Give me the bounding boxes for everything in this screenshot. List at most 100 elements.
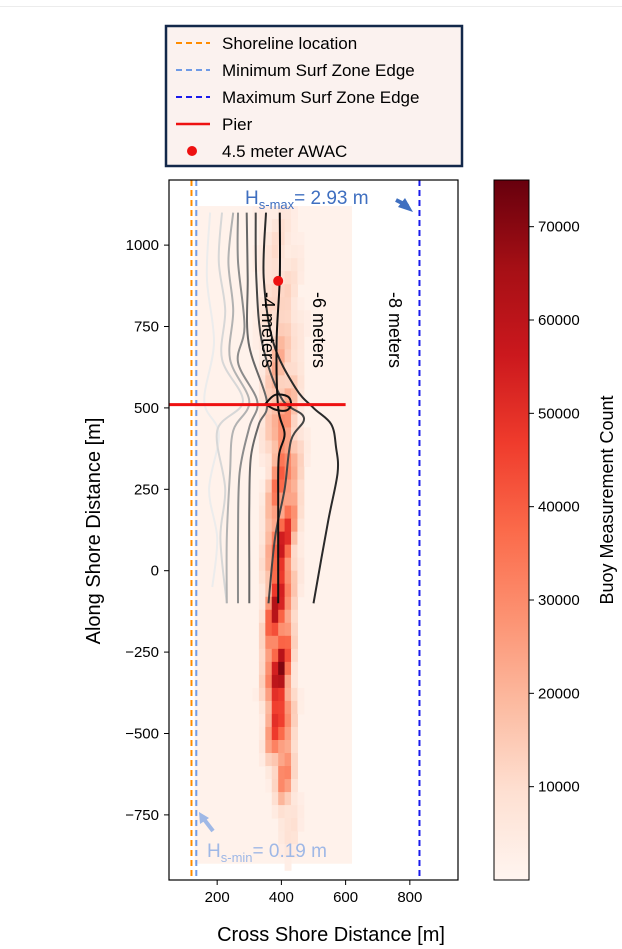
heatmap-cell: [271, 427, 279, 441]
heatmap-cell: [297, 544, 305, 559]
heatmap-cell: [278, 700, 286, 715]
hs-min-arrow-head: [199, 812, 209, 824]
heatmap-cell: [265, 375, 273, 389]
colorbar-tick-label: 50000: [538, 405, 580, 422]
heatmap-cell: [271, 622, 279, 637]
heatmap-cell: [271, 323, 279, 337]
heatmap-cell: [265, 258, 273, 272]
heatmap-cell: [291, 713, 298, 728]
heatmap-cell: [258, 492, 266, 507]
heatmap-cell: [271, 570, 279, 585]
heatmap-cell: [291, 284, 298, 298]
heatmap-cell: [265, 271, 273, 285]
heatmap-cell: [258, 596, 266, 611]
heatmap-cell: [265, 336, 273, 350]
heatmap-cell: [291, 831, 298, 845]
y-axis: 1000 750 500 250 0 −250 −500 −750: [125, 237, 169, 824]
heatmap-cell: [278, 349, 286, 363]
heatmap-cell: [265, 505, 273, 520]
contour-label-6m: -6 meters: [309, 292, 329, 368]
x-tick-label: 600: [333, 889, 358, 906]
heatmap-cell: [278, 726, 286, 741]
heatmap-cell: [265, 401, 273, 415]
heatmap-cell: [297, 440, 305, 454]
colorbar-tick-label: 30000: [538, 592, 580, 609]
colorbar-tick-label: 10000: [538, 779, 580, 796]
heatmap-cell: [284, 661, 292, 676]
colorbar-tick-label: 20000: [538, 685, 580, 702]
heatmap-cell: [278, 531, 286, 546]
heatmap-cell: [291, 805, 298, 819]
heatmap-cell: [284, 440, 292, 454]
plot-area: [168, 179, 459, 881]
y-tick-label: 1000: [126, 237, 159, 254]
heatmap-cell: [271, 726, 279, 741]
heatmap-cell: [291, 622, 298, 637]
heatmap-cell: [278, 206, 286, 220]
heatmap-cell: [284, 687, 292, 702]
heatmap-cell: [284, 674, 292, 689]
heatmap-cell: [271, 258, 279, 272]
heatmap-cell: [278, 232, 286, 246]
heatmap-cell: [291, 297, 298, 311]
heatmap-cell: [284, 362, 292, 376]
heatmap-cell: [284, 726, 292, 741]
heatmap-cell: [258, 284, 266, 298]
x-tick-label: 200: [205, 889, 230, 906]
heatmap-cell: [291, 466, 298, 481]
heatmap-cell: [284, 245, 292, 259]
heatmap-cell: [258, 375, 266, 389]
heatmap-cell: [271, 700, 279, 715]
heatmap-cell: [291, 206, 298, 220]
heatmap-cell: [265, 544, 273, 559]
heatmap-cell: [252, 687, 260, 702]
heatmap-cell: [265, 557, 273, 572]
heatmap-cell: [291, 531, 298, 546]
heatmap-cell: [278, 297, 286, 311]
heatmap-cell: [297, 336, 305, 350]
heatmap-cell: [297, 401, 305, 415]
heatmap-cell: [271, 375, 279, 389]
heatmap-cell: [291, 245, 298, 259]
heatmap-cell: [291, 323, 298, 337]
heatmap-cell: [284, 232, 292, 246]
reference-lines: [169, 180, 421, 880]
heatmap-cell: [258, 518, 266, 533]
y-tick-label: 0: [151, 563, 159, 580]
heatmap-cell: [278, 362, 286, 376]
heatmap-cell: [271, 440, 279, 454]
depth-contour: [215, 212, 244, 604]
heatmap-cell: [291, 557, 298, 572]
heatmap-cell: [291, 388, 298, 402]
heatmap-cell: [271, 245, 279, 259]
heatmap-cell: [271, 492, 279, 507]
x-tick-label: 800: [397, 889, 422, 906]
contour-label-8m: -8 meters: [385, 292, 405, 368]
heatmap-cell: [265, 726, 273, 741]
heatmap-cell: [291, 362, 298, 376]
heatmap-cell: [271, 805, 279, 819]
heatmap-cell: [297, 700, 305, 715]
heatmap-cell: [278, 805, 286, 819]
heatmap-cell: [291, 596, 298, 611]
heatmap-cell: [297, 362, 305, 376]
heatmap-cell: [258, 388, 266, 402]
heatmap-cell: [278, 648, 286, 663]
heatmap-cell: [284, 349, 292, 363]
heatmap-cell: [278, 713, 286, 728]
y-tick-label: 500: [134, 400, 159, 417]
heatmap-cell: [297, 818, 305, 832]
heatmap-cell: [278, 258, 286, 272]
heatmap-cell: [284, 310, 292, 324]
heatmap-cell: [284, 427, 292, 441]
top-rule: [0, 6, 622, 7]
heatmap-cell: [297, 271, 305, 285]
heatmap-cell: [291, 414, 298, 428]
heatmap-cell: [278, 427, 286, 441]
heatmap-cell: [265, 284, 273, 298]
heatmap-cell: [258, 713, 266, 728]
heatmap-cell: [291, 674, 298, 689]
heatmap-cell: [278, 583, 286, 598]
heatmap-cell: [258, 440, 266, 454]
heatmap-cell: [291, 479, 298, 494]
